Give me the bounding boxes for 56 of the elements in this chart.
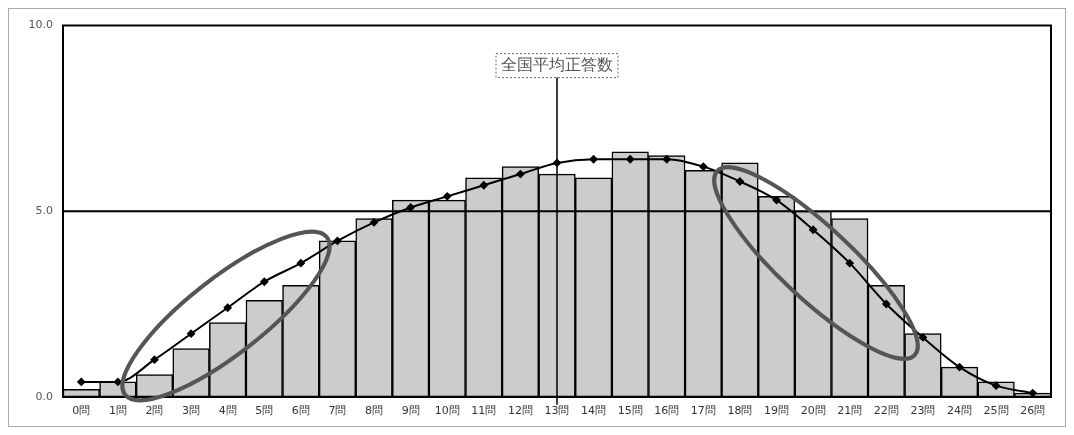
x-tick-label: 20問 (800, 404, 826, 418)
point (882, 300, 891, 308)
x-tick-label: 21問 (837, 404, 863, 418)
x-tick-label: 3問 (182, 404, 201, 418)
point (918, 333, 927, 342)
point (223, 303, 232, 312)
x-tick-label: 6問 (291, 404, 310, 418)
point (479, 181, 488, 190)
point (333, 236, 342, 245)
point (589, 155, 598, 164)
x-tick-label: 15問 (617, 404, 643, 418)
point (662, 155, 671, 164)
x-tick-label: 23問 (910, 404, 936, 418)
x-tick-label: 9問 (401, 404, 420, 418)
ref-line-label: 全国平均正答数 (501, 54, 613, 74)
x-tick-label: 12問 (507, 404, 533, 418)
x-tick-label: 25問 (983, 404, 1009, 418)
x-tick-label: 5問 (255, 404, 274, 418)
x-tick-label: 26問 (1020, 404, 1046, 418)
x-tick-label: 18問 (727, 404, 753, 418)
x-tick-label: 22問 (873, 404, 899, 418)
point (296, 259, 305, 268)
point (406, 203, 415, 212)
point (187, 329, 196, 338)
point (443, 192, 452, 201)
point (370, 218, 379, 227)
point (77, 377, 86, 386)
point (260, 277, 269, 286)
x-tick-label: 10問 (434, 404, 460, 418)
point (626, 155, 635, 164)
y-tick-label: 5.0 (35, 204, 53, 218)
y-tick-label: 10.0 (28, 18, 53, 32)
point (150, 355, 159, 364)
x-tick-label: 2問 (145, 404, 164, 418)
x-tick-label: 7問 (328, 404, 347, 418)
point (735, 177, 744, 186)
point (113, 377, 122, 386)
x-tick-label: 13問 (544, 404, 570, 418)
x-tick-label: 11問 (471, 404, 497, 418)
point (955, 363, 964, 372)
x-tick-label: 24問 (947, 404, 973, 418)
x-tick-label: 1問 (108, 404, 127, 418)
x-tick-label: 17問 (690, 404, 716, 418)
point (699, 162, 708, 171)
x-tick-label: 8問 (365, 404, 384, 418)
point (1028, 389, 1037, 397)
x-tick-label: 16問 (654, 404, 680, 418)
point (772, 196, 781, 205)
x-tick-label: 19問 (764, 404, 790, 418)
x-tick-label: 0問 (72, 404, 91, 418)
y-tick-label: 0.0 (35, 389, 53, 403)
point (845, 259, 854, 268)
x-tick-label: 4問 (218, 404, 237, 418)
point (516, 170, 525, 179)
x-tick-label: 14問 (581, 404, 607, 418)
point (809, 225, 818, 234)
